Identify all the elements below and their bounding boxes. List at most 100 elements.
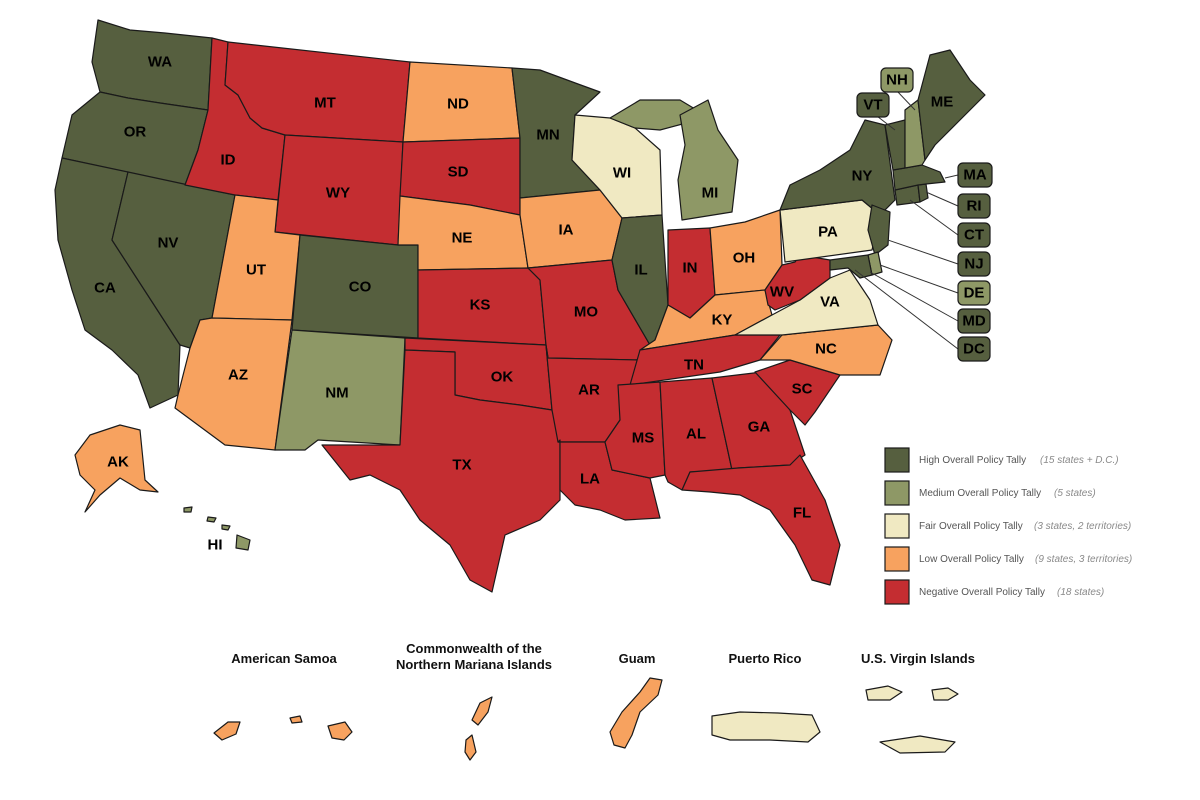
state-nh xyxy=(904,99,926,169)
label-ia: IA xyxy=(559,222,574,239)
label-wa: WA xyxy=(148,54,172,71)
label-ms: MS xyxy=(632,430,655,447)
callout-ri-label: RI xyxy=(967,198,982,215)
label-ak: AK xyxy=(107,454,129,471)
callout-dc: DC xyxy=(854,269,991,362)
state-fl xyxy=(681,454,841,586)
label-ga: GA xyxy=(748,419,771,436)
label-hi: HI xyxy=(208,537,223,554)
state-hi-island-3 xyxy=(206,516,217,523)
label-mn: MN xyxy=(536,127,559,144)
callout-ma: MA xyxy=(944,162,993,188)
state-mi xyxy=(677,99,739,221)
label-tx: TX xyxy=(452,457,471,474)
territory-american-samoa-ofu xyxy=(289,715,303,724)
callout-nj-label: NJ xyxy=(964,256,983,273)
legend-note: (5 states) xyxy=(1054,488,1096,499)
callout-nh: NH xyxy=(880,67,916,111)
state-ny xyxy=(779,119,896,216)
legend-label: Fair Overall Policy Tally xyxy=(919,521,1023,532)
territory-puerto-rico xyxy=(711,711,821,743)
territory-american-samoa-tutuila xyxy=(213,721,241,741)
legend-item: Negative Overall Policy Tally (18 states… xyxy=(884,579,1104,605)
callout-de-box xyxy=(957,280,991,306)
callout-de: DE xyxy=(879,264,991,306)
label-mt: MT xyxy=(314,95,336,112)
callout-vt-box xyxy=(856,92,890,118)
label-fl: FL xyxy=(793,505,811,522)
label-al: AL xyxy=(686,426,706,443)
territory-usvi-st-thomas xyxy=(865,685,903,701)
label-ca: CA xyxy=(94,280,116,297)
state-nj xyxy=(867,204,891,256)
label-va: VA xyxy=(820,294,840,311)
label-in: IN xyxy=(683,260,698,277)
legend-label: Negative Overall Policy Tally xyxy=(919,587,1045,598)
territory-title-cnmi-line1: Commonwealth of the xyxy=(406,641,542,656)
legend: High Overall Policy Tally (15 states + D… xyxy=(884,447,1132,605)
legend-label: Medium Overall Policy Tally xyxy=(919,488,1041,499)
state-ak xyxy=(74,424,159,513)
callout-de-label: DE xyxy=(964,285,985,302)
state-me xyxy=(917,49,986,161)
callout-nj-box xyxy=(957,251,991,277)
label-ks: KS xyxy=(470,297,491,314)
territory-title-american-samoa: American Samoa xyxy=(231,651,337,666)
label-me: ME xyxy=(931,94,954,111)
label-mo: MO xyxy=(574,304,598,321)
callout-md: MD xyxy=(869,271,991,334)
label-wv: WV xyxy=(770,284,794,301)
legend-note: (15 states + D.C.) xyxy=(1040,455,1119,466)
territory-title-guam: Guam xyxy=(619,651,656,666)
territory-guam xyxy=(609,677,663,749)
state-ma xyxy=(892,164,946,191)
legend-note: (9 states, 3 territories) xyxy=(1035,554,1132,565)
label-co: CO xyxy=(349,279,372,296)
state-md xyxy=(829,254,873,279)
label-il: IL xyxy=(634,262,647,279)
callout-ma-box xyxy=(957,162,993,188)
label-az: AZ xyxy=(228,367,248,384)
label-id: ID xyxy=(221,152,236,169)
label-ut: UT xyxy=(246,262,266,279)
legend-note: (18 states) xyxy=(1057,587,1104,598)
territory-title-cnmi-line2: Northern Mariana Islands xyxy=(396,657,552,672)
label-oh: OH xyxy=(733,250,756,267)
callout-nj: NJ xyxy=(887,239,991,277)
legend-item: Medium Overall Policy Tally (5 states) xyxy=(884,480,1096,506)
state-hi-island-2 xyxy=(221,524,231,531)
callout-ct-box xyxy=(957,222,991,248)
state-ri xyxy=(917,183,929,203)
state-tx xyxy=(321,349,561,593)
callout-vt-label: VT xyxy=(863,97,882,114)
legend-item: High Overall Policy Tally (15 states + D… xyxy=(884,447,1119,473)
state-az xyxy=(174,317,293,451)
legend-swatch-low xyxy=(884,546,910,572)
label-tn: TN xyxy=(684,357,704,374)
legend-swatch-medium xyxy=(884,480,910,506)
callout-ma-label: MA xyxy=(963,167,986,184)
callout-dc-label: DC xyxy=(963,341,985,358)
label-sd: SD xyxy=(448,164,469,181)
territory-cnmi-saipan xyxy=(471,696,493,726)
legend-item: Fair Overall Policy Tally (3 states, 2 t… xyxy=(884,513,1131,539)
state-hi xyxy=(235,534,251,551)
label-ky: KY xyxy=(712,312,733,329)
label-or: OR xyxy=(124,124,147,141)
label-mi: MI xyxy=(702,185,719,202)
label-sc: SC xyxy=(792,381,813,398)
label-nd: ND xyxy=(447,96,469,113)
territory-title-puerto-rico: Puerto Rico xyxy=(729,651,802,666)
label-ne: NE xyxy=(452,230,473,247)
label-pa: PA xyxy=(818,224,838,241)
label-ny: NY xyxy=(852,168,873,185)
label-wy: WY xyxy=(326,185,350,202)
callout-nh-label: NH xyxy=(886,72,908,89)
callout-ri: RI xyxy=(925,191,991,219)
legend-swatch-high xyxy=(884,447,910,473)
legend-label: High Overall Policy Tally xyxy=(919,455,1026,466)
territory-title-usvi: U.S. Virgin Islands xyxy=(861,651,975,666)
label-nc: NC xyxy=(815,341,837,358)
legend-label: Low Overall Policy Tally xyxy=(919,554,1024,565)
callout-vt: VT xyxy=(856,92,896,131)
